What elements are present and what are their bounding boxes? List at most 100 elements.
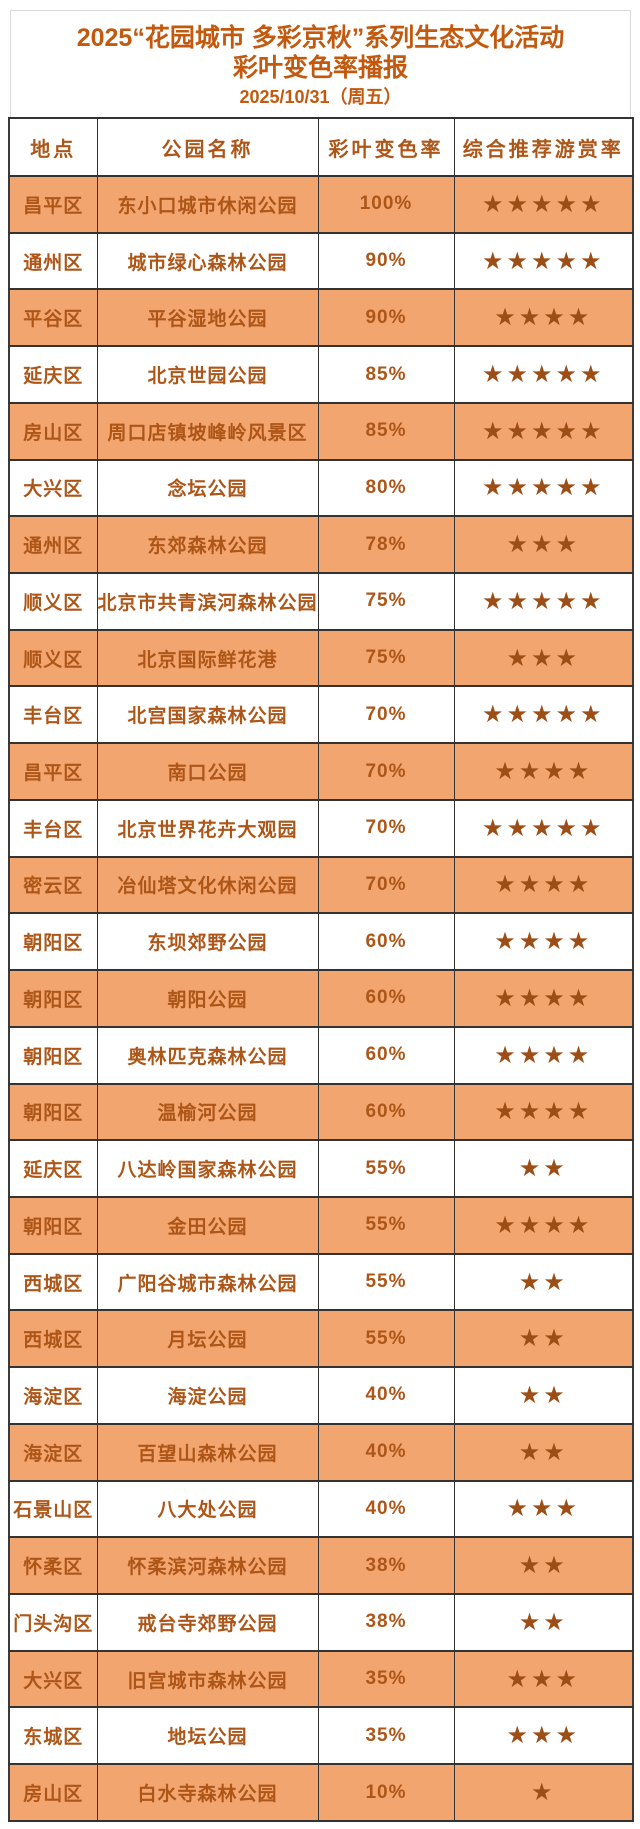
stars-cell: ★★★★★	[453, 345, 634, 404]
district-cell: 昌平区	[8, 742, 98, 801]
park-name-cell: 北京国际鲜花港	[96, 628, 319, 688]
color-rate-cell: 70%	[317, 685, 455, 745]
stars-cell: ★★★★★	[453, 572, 634, 631]
color-rate-cell: 55%	[317, 1195, 455, 1255]
park-name-cell: 旧宫城市森林公园	[96, 1649, 319, 1709]
color-rate-cell: 70%	[317, 798, 455, 858]
stars-cell: ★★★	[453, 628, 634, 688]
park-name-cell: 北宫国家森林公园	[96, 685, 319, 745]
table-row: 朝阳区 温榆河公园 60% ★★★★	[8, 1082, 634, 1142]
stars-cell: ★★	[453, 1252, 634, 1312]
stars-cell: ★★	[453, 1366, 634, 1425]
district-cell: 丰台区	[8, 798, 98, 858]
table-body: 昌平区 东小口城市休闲公园 100% ★★★★★ 通州区 城市绿心森林公园 90% ★★★★★…	[8, 175, 634, 1822]
park-name-cell: 温榆河公园	[96, 1082, 319, 1142]
stars-cell: ★★★★	[453, 742, 634, 801]
table-row: 顺义区 北京国际鲜花港 75% ★★★	[8, 628, 634, 688]
park-name-cell: 冶仙塔文化休闲公园	[96, 855, 319, 915]
district-cell: 怀柔区	[8, 1536, 98, 1595]
table-row: 怀柔区 怀柔滨河森林公园 38% ★★	[8, 1536, 634, 1595]
stars-cell: ★★★	[453, 1479, 634, 1539]
park-name-cell: 周口店镇坡峰岭风景区	[96, 401, 319, 461]
district-cell: 大兴区	[8, 458, 98, 518]
table-row: 密云区 冶仙塔文化休闲公园 70% ★★★★	[8, 855, 634, 915]
table-row: 西城区 广阳谷城市森林公园 55% ★★	[8, 1252, 634, 1312]
color-rate-cell: 70%	[317, 855, 455, 915]
park-name-cell: 东小口城市休闲公园	[96, 175, 319, 234]
table-row: 朝阳区 东坝郊野公园 60% ★★★★	[8, 912, 634, 972]
stars-cell: ★★★	[453, 1649, 634, 1709]
district-cell: 延庆区	[8, 1139, 98, 1198]
color-rate-cell: 80%	[317, 458, 455, 518]
district-cell: 大兴区	[8, 1649, 98, 1709]
table-row: 通州区 东郊森林公园 78% ★★★	[8, 515, 634, 575]
color-rate-cell: 35%	[317, 1706, 455, 1766]
park-name-cell: 北京世界花卉大观园	[96, 798, 319, 858]
district-cell: 通州区	[8, 231, 98, 291]
stars-cell: ★★★★	[453, 288, 634, 348]
stars-cell: ★★★★	[453, 855, 634, 915]
color-rate-cell: 55%	[317, 1252, 455, 1312]
stars-cell: ★★	[453, 1309, 634, 1369]
stars-cell: ★	[453, 1763, 634, 1822]
district-cell: 房山区	[8, 401, 98, 461]
table-row: 石景山区 八大处公园 40% ★★★	[8, 1479, 634, 1539]
stars-cell: ★★	[453, 1536, 634, 1595]
stars-cell: ★★★	[453, 515, 634, 575]
stars-cell: ★★★★★	[453, 685, 634, 745]
table-row: 朝阳区 金田公园 55% ★★★★	[8, 1195, 634, 1255]
color-rate-cell: 10%	[317, 1763, 455, 1822]
table-row: 朝阳区 奥林匹克森林公园 60% ★★★★	[8, 1025, 634, 1085]
stars-cell: ★★★★	[453, 1195, 634, 1255]
column-header-location: 地点	[8, 117, 98, 177]
stars-cell: ★★	[453, 1139, 634, 1198]
park-name-cell: 北京世园公园	[96, 345, 319, 404]
color-rate-cell: 40%	[317, 1422, 455, 1482]
color-rate-cell: 78%	[317, 515, 455, 575]
stars-cell: ★★★	[453, 1706, 634, 1766]
table-row: 朝阳区 朝阳公园 60% ★★★★	[8, 969, 634, 1028]
color-rate-cell: 70%	[317, 742, 455, 801]
park-name-cell: 城市绿心森林公园	[96, 231, 319, 291]
park-name-cell: 广阳谷城市森林公园	[96, 1252, 319, 1312]
district-cell: 石景山区	[8, 1479, 98, 1539]
color-rate-cell: 40%	[317, 1366, 455, 1425]
table-row: 通州区 城市绿心森林公园 90% ★★★★★	[8, 231, 634, 291]
park-name-cell: 奥林匹克森林公园	[96, 1025, 319, 1085]
report-header: 2025“花园城市 多彩京秋”系列生态文化活动 彩叶变色率播报 2025/10/…	[10, 10, 631, 117]
table-row: 延庆区 八达岭国家森林公园 55% ★★	[8, 1139, 634, 1198]
table-row: 大兴区 念坛公园 80% ★★★★★	[8, 458, 634, 518]
table-row: 延庆区 北京世园公园 85% ★★★★★	[8, 345, 634, 404]
table-row: 丰台区 北宫国家森林公园 70% ★★★★★	[8, 685, 634, 745]
park-name-cell: 海淀公园	[96, 1366, 319, 1425]
park-name-cell: 戒台寺郊野公园	[96, 1592, 319, 1652]
stars-cell: ★★★★	[453, 969, 634, 1028]
stars-cell: ★★★★	[453, 1082, 634, 1142]
color-rate-cell: 100%	[317, 175, 455, 234]
park-name-cell: 平谷湿地公园	[96, 288, 319, 348]
table-row: 大兴区 旧宫城市森林公园 35% ★★★	[8, 1649, 634, 1709]
district-cell: 海淀区	[8, 1366, 98, 1425]
color-rate-cell: 38%	[317, 1536, 455, 1595]
park-name-cell: 东郊森林公园	[96, 515, 319, 575]
header-row: 地点 公园名称 彩叶变色率 综合推荐游赏率	[8, 117, 634, 177]
district-cell: 平谷区	[8, 288, 98, 348]
color-rate-cell: 40%	[317, 1479, 455, 1539]
district-cell: 昌平区	[8, 175, 98, 234]
color-rate-cell: 38%	[317, 1592, 455, 1652]
color-rate-cell: 35%	[317, 1649, 455, 1709]
table-row: 海淀区 海淀公园 40% ★★	[8, 1366, 634, 1425]
park-name-cell: 月坛公园	[96, 1309, 319, 1369]
district-cell: 海淀区	[8, 1422, 98, 1482]
color-rate-cell: 60%	[317, 912, 455, 972]
color-rate-cell: 75%	[317, 572, 455, 631]
stars-cell: ★★★★★	[453, 231, 634, 291]
table-row: 昌平区 南口公园 70% ★★★★	[8, 742, 634, 801]
stars-cell: ★★★★★	[453, 798, 634, 858]
table-row: 东城区 地坛公园 35% ★★★	[8, 1706, 634, 1766]
table-row: 房山区 周口店镇坡峰岭风景区 85% ★★★★★	[8, 401, 634, 461]
table-row: 顺义区 北京市共青滨河森林公园 75% ★★★★★	[8, 572, 634, 631]
district-cell: 通州区	[8, 515, 98, 575]
color-rate-cell: 60%	[317, 969, 455, 1028]
park-name-cell: 北京市共青滨河森林公园	[96, 572, 319, 631]
